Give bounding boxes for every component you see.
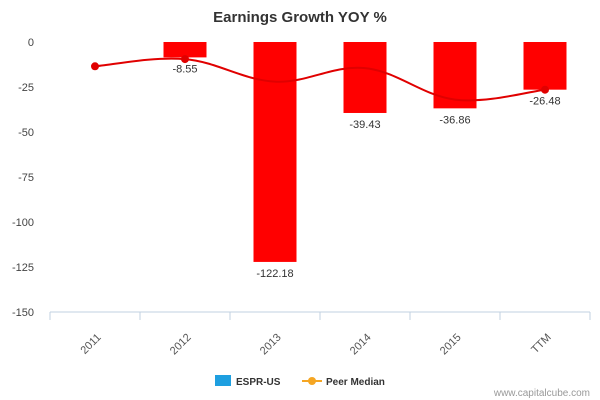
x-tick-label: 2013 — [258, 332, 284, 358]
peer-median-point — [541, 85, 549, 94]
peer-median-point — [91, 62, 99, 71]
x-tick-label: 2012 — [168, 332, 194, 358]
bar-data-labels: -8.55 -122.18 -39.43 -36.86 -26.48 — [172, 63, 560, 280]
y-tick-label: -25 — [18, 82, 34, 94]
bar-data-label: -122.18 — [256, 268, 293, 280]
peer-median-line — [94, 57, 546, 102]
bar — [343, 42, 387, 113]
bar — [163, 42, 207, 58]
y-axis: 0 -25 -50 -75 -100 -125 -150 — [12, 37, 34, 319]
y-tick-label: -100 — [12, 217, 34, 229]
source-credit: www.capitalcube.com — [493, 388, 590, 399]
y-tick-label: -50 — [18, 127, 34, 139]
bar-data-label: -36.86 — [439, 114, 470, 126]
bar-data-label: -8.55 — [172, 63, 197, 75]
x-axis: 2011 2012 2013 2014 2015 TTM — [49, 311, 591, 358]
line-series — [91, 55, 549, 102]
bar — [523, 42, 567, 90]
peer-median-point — [181, 55, 189, 64]
legend-swatch-peer-marker — [308, 377, 316, 385]
legend-swatch-espr — [215, 375, 231, 386]
bar — [253, 42, 297, 262]
bar — [433, 42, 477, 109]
legend: ESPR-US Peer Median — [215, 375, 385, 388]
x-tick-label: 2015 — [438, 332, 464, 358]
legend-label-peer: Peer Median — [326, 377, 385, 388]
chart-title: Earnings Growth YOY % — [213, 9, 387, 26]
y-tick-label: -150 — [12, 307, 34, 319]
y-tick-label: 0 — [28, 37, 34, 49]
x-tick-label: TTM — [529, 332, 553, 356]
x-tick-label: 2011 — [78, 332, 103, 357]
legend-label-espr: ESPR-US — [236, 377, 281, 388]
bar-series — [163, 42, 567, 262]
x-tick-label: 2014 — [348, 332, 374, 358]
y-tick-label: -75 — [18, 172, 34, 184]
bar-data-label: -26.48 — [529, 96, 560, 108]
y-tick-label: -125 — [12, 262, 34, 274]
bar-data-label: -39.43 — [349, 119, 380, 131]
